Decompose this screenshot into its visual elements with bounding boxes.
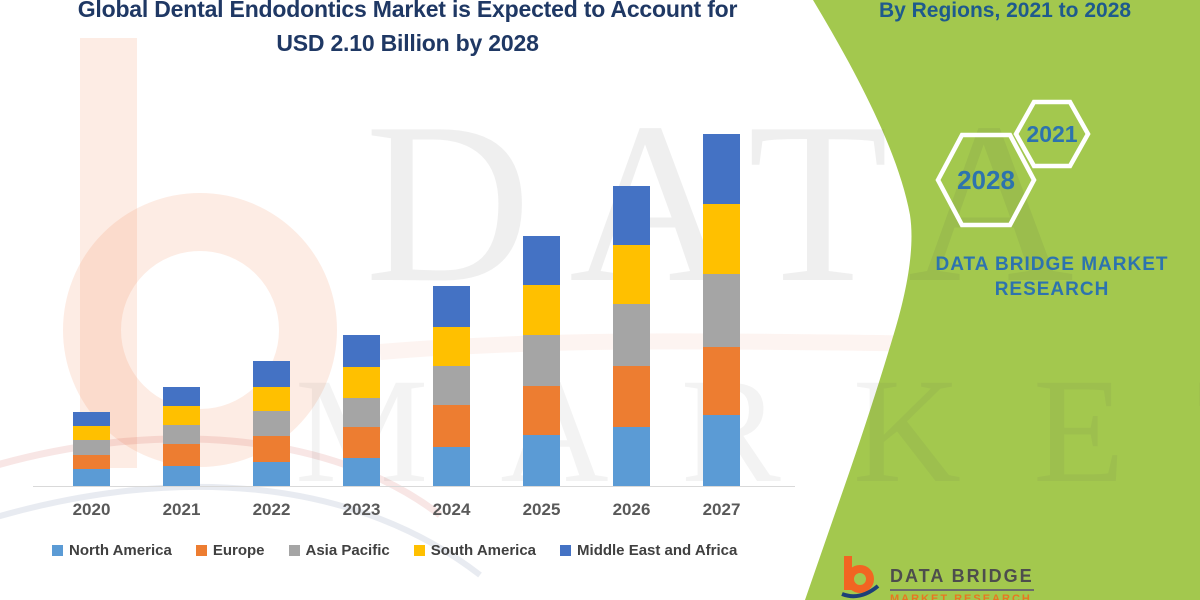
segment-north-america bbox=[613, 427, 650, 487]
segment-south-america bbox=[433, 327, 470, 366]
segment-south-america bbox=[523, 285, 560, 335]
segment-asia-pacific bbox=[433, 366, 470, 405]
chart-legend: North America Europe Asia Pacific South Ame… bbox=[52, 542, 737, 559]
segment-europe bbox=[523, 386, 560, 435]
x-axis-label-2024: 2024 bbox=[432, 500, 471, 519]
databridge-logo: DATA BRIDGE MARKET RESEARCH bbox=[840, 554, 1034, 600]
hexagon-2021-icon bbox=[1013, 99, 1091, 169]
segment-south-america bbox=[703, 204, 740, 274]
x-axis-label-2026: 2026 bbox=[612, 500, 651, 519]
x-axis-label-2022: 2022 bbox=[252, 500, 291, 519]
segment-europe bbox=[703, 347, 740, 415]
segment-north-america bbox=[163, 466, 200, 487]
segment-asia-pacific bbox=[73, 440, 110, 455]
segment-south-america bbox=[613, 245, 650, 304]
page-title: Global Dental Endodontics Market is Expe… bbox=[55, 0, 760, 60]
logo-sub: MARKET RESEARCH bbox=[890, 593, 1032, 600]
legend-item-south-america: South America bbox=[413, 542, 537, 559]
x-axis-label-2020: 2020 bbox=[72, 500, 111, 519]
segment-north-america bbox=[343, 458, 380, 487]
segment-asia-pacific bbox=[163, 425, 200, 444]
segment-middle-east-and-africa bbox=[343, 335, 380, 367]
bar-2020 bbox=[73, 412, 110, 487]
panel-heading: By Regions, 2021 to 2028 bbox=[878, 0, 1132, 22]
legend-swatch-icon bbox=[195, 545, 207, 556]
bar-2023 bbox=[343, 335, 380, 487]
segment-middle-east-and-africa bbox=[433, 286, 470, 327]
legend-label: Asia Pacific bbox=[305, 542, 390, 559]
hexagon-2028-label: 2028 bbox=[957, 165, 1015, 195]
legend-swatch-icon bbox=[288, 545, 300, 556]
segment-south-america bbox=[343, 367, 380, 398]
x-axis-line bbox=[33, 486, 795, 487]
databridge-logo-icon bbox=[841, 556, 880, 599]
segment-middle-east-and-africa bbox=[613, 186, 650, 245]
legend-item-middle-east-and-africa: Middle East and Africa bbox=[560, 542, 737, 559]
segment-asia-pacific bbox=[343, 398, 380, 427]
legend-item-europe: Europe bbox=[195, 542, 265, 559]
hexagon-2021-label: 2021 bbox=[1026, 121, 1077, 147]
segment-asia-pacific bbox=[613, 304, 650, 366]
bar-2022 bbox=[253, 361, 290, 487]
segment-north-america bbox=[433, 447, 470, 487]
legend-swatch-icon bbox=[52, 545, 63, 556]
hexagon-2028-icon bbox=[935, 132, 1037, 228]
bar-2021 bbox=[163, 387, 200, 487]
legend-item-north-america: North America bbox=[52, 542, 172, 559]
segment-middle-east-and-africa bbox=[703, 134, 740, 204]
segment-europe bbox=[433, 405, 470, 447]
segment-north-america bbox=[253, 462, 290, 487]
segment-middle-east-and-africa bbox=[163, 387, 200, 406]
legend-label: Europe bbox=[212, 542, 265, 559]
page-title-line2: USD 2.10 Billion by 2028 bbox=[276, 30, 539, 56]
segment-asia-pacific bbox=[253, 411, 290, 436]
legend-swatch-icon bbox=[413, 545, 425, 556]
segment-south-america bbox=[253, 387, 290, 411]
segment-europe bbox=[163, 444, 200, 466]
segment-middle-east-and-africa bbox=[73, 412, 110, 426]
segment-middle-east-and-africa bbox=[523, 236, 560, 285]
bar-2026 bbox=[613, 186, 650, 487]
x-axis-label-2021: 2021 bbox=[162, 500, 201, 519]
segment-north-america bbox=[73, 469, 110, 487]
x-axis-label-2027: 2027 bbox=[702, 500, 741, 519]
legend-label: South America bbox=[430, 542, 537, 559]
segment-south-america bbox=[73, 426, 110, 440]
brand-text-line1: DATA BRIDGE MARKET bbox=[935, 254, 1169, 275]
segment-south-america bbox=[163, 406, 200, 425]
page-title-line1: Global Dental Endodontics Market is Expe… bbox=[77, 0, 738, 22]
brand-text-line2: RESEARCH bbox=[994, 279, 1110, 300]
x-axis-label-2023: 2023 bbox=[342, 500, 381, 519]
segment-europe bbox=[73, 455, 110, 469]
segment-north-america bbox=[703, 415, 740, 487]
legend-label: North America bbox=[69, 542, 172, 559]
x-axis-label-2025: 2025 bbox=[522, 500, 561, 519]
segment-europe bbox=[253, 436, 290, 462]
segment-middle-east-and-africa bbox=[253, 361, 290, 387]
bar-2027 bbox=[703, 134, 740, 487]
segment-north-america bbox=[523, 435, 560, 487]
bar-2025 bbox=[523, 236, 560, 487]
segment-asia-pacific bbox=[703, 274, 740, 347]
legend-label: Middle East and Africa bbox=[577, 542, 738, 559]
logo-name: DATA BRIDGE bbox=[890, 566, 1034, 591]
segment-europe bbox=[613, 366, 650, 427]
legend-item-asia-pacific: Asia Pacific bbox=[288, 542, 390, 559]
legend-swatch-icon bbox=[560, 545, 572, 556]
segment-asia-pacific bbox=[523, 335, 560, 386]
bar-2024 bbox=[433, 286, 470, 487]
brand-text: DATA BRIDGE MARKET RESEARCH bbox=[917, 252, 1187, 302]
segment-europe bbox=[343, 427, 380, 458]
